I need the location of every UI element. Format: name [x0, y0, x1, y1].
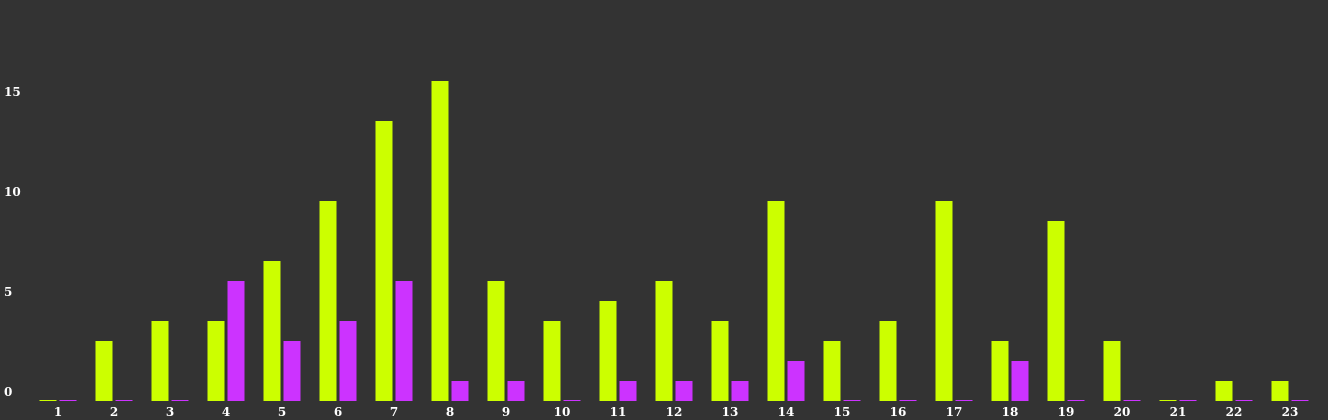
x-tick-label: 4	[222, 405, 230, 419]
bar-series1-17	[935, 201, 953, 401]
x-tick-label: 22	[1226, 405, 1243, 419]
bar-series1-14	[767, 201, 785, 401]
y-tick-label: 10	[4, 185, 21, 199]
bar-series2-18	[1011, 361, 1029, 401]
bar-series2-5	[283, 341, 301, 401]
bar-series1-22	[1215, 381, 1233, 401]
bar-series2-21	[1179, 400, 1197, 401]
bar-series1-20	[1103, 341, 1121, 401]
bar-series1-12	[655, 281, 673, 401]
bar-series2-4	[227, 281, 245, 401]
bar-series2-14	[787, 361, 805, 401]
x-tick-label: 23	[1282, 405, 1299, 419]
x-tick-label: 12	[666, 405, 683, 419]
y-tick-label: 5	[4, 285, 12, 299]
y-axis: 0 5 10 15	[4, 85, 21, 399]
x-tick-label: 18	[1002, 405, 1019, 419]
bars-layer	[39, 81, 1309, 401]
bar-series2-15	[843, 400, 861, 401]
bar-series1-19	[1047, 221, 1065, 401]
x-tick-label: 9	[502, 405, 510, 419]
bar-series1-8	[431, 81, 449, 401]
x-tick-label: 1	[54, 405, 62, 419]
x-axis: 1 2 3 4 5 6 7 8 9 10 11 12 13 14 15 16 17 18 19 20 21 22 23	[54, 405, 1299, 419]
bar-series2-2	[115, 400, 133, 401]
bar-series1-4	[207, 321, 225, 401]
bar-series2-6	[339, 321, 357, 401]
bar-series1-13	[711, 321, 729, 401]
x-tick-label: 7	[390, 405, 398, 419]
x-tick-label: 3	[166, 405, 174, 419]
y-tick-label: 0	[4, 385, 12, 399]
bar-series1-15	[823, 341, 841, 401]
x-tick-label: 15	[834, 405, 851, 419]
y-tick-label: 15	[4, 85, 21, 99]
x-tick-label: 20	[1114, 405, 1131, 419]
bar-series2-7	[395, 281, 413, 401]
bar-series2-8	[451, 381, 469, 401]
x-tick-label: 2	[110, 405, 118, 419]
bar-series2-22	[1235, 400, 1253, 401]
bar-series2-9	[507, 381, 525, 401]
bar-series1-6	[319, 201, 337, 401]
bar-series2-16	[899, 400, 917, 401]
x-tick-label: 17	[946, 405, 963, 419]
bar-series2-12	[675, 381, 693, 401]
bar-series1-5	[263, 261, 281, 401]
x-tick-label: 5	[278, 405, 286, 419]
x-tick-label: 6	[334, 405, 342, 419]
x-tick-label: 13	[722, 405, 739, 419]
x-tick-label: 14	[778, 405, 795, 419]
bar-series1-11	[599, 301, 617, 401]
bar-series2-20	[1123, 400, 1141, 401]
bar-series1-16	[879, 321, 897, 401]
bar-series2-19	[1067, 400, 1085, 401]
bar-series1-23	[1271, 381, 1289, 401]
bar-series1-7	[375, 121, 393, 401]
x-tick-label: 16	[890, 405, 907, 419]
bar-series2-1	[59, 400, 77, 401]
x-tick-label: 21	[1170, 405, 1187, 419]
x-tick-label: 8	[446, 405, 454, 419]
bar-series2-11	[619, 381, 637, 401]
bar-series1-3	[151, 321, 169, 401]
bar-series1-10	[543, 321, 561, 401]
bar-series2-23	[1291, 400, 1309, 401]
bar-series2-3	[171, 400, 189, 401]
x-tick-label: 10	[554, 405, 571, 419]
x-tick-label: 19	[1058, 405, 1075, 419]
bar-series2-13	[731, 381, 749, 401]
bar-series1-2	[95, 341, 113, 401]
bar-series1-1	[39, 400, 57, 401]
bar-series1-21	[1159, 400, 1177, 401]
bar-series2-10	[563, 400, 581, 401]
bar-series2-17	[955, 400, 973, 401]
x-tick-label: 11	[610, 405, 627, 419]
bar-series1-18	[991, 341, 1009, 401]
bar-series1-9	[487, 281, 505, 401]
